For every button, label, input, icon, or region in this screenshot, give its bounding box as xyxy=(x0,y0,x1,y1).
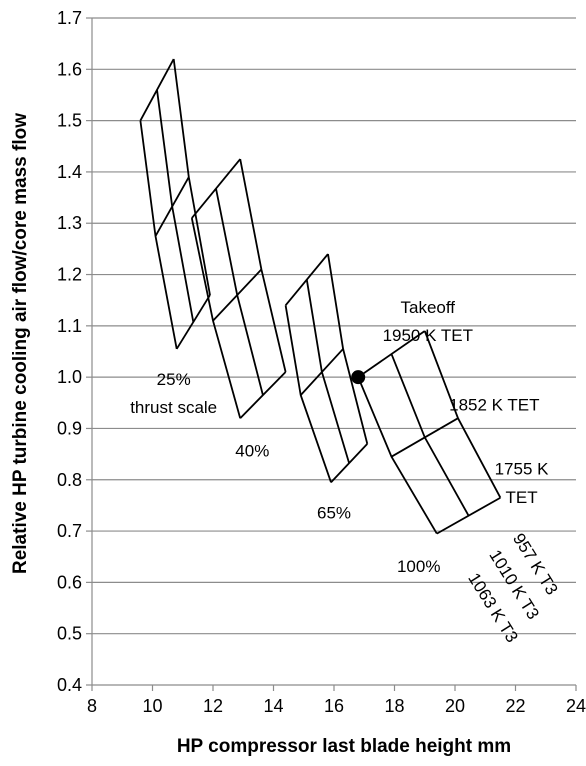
annotations: Takeoff 1950 K TET 1852 K TET 1755 K TET 25% t… xyxy=(130,298,561,646)
y-tick-label: 1.0 xyxy=(57,367,82,387)
annotation-thrust65: 65% xyxy=(317,503,351,522)
carpet-row-line xyxy=(284,253,329,306)
carpet-col-line xyxy=(284,305,332,483)
carpet-col-line xyxy=(357,376,438,535)
x-tick-label: 18 xyxy=(384,696,404,716)
annotation-thrust100: 100% xyxy=(397,557,440,576)
x-tick-label: 10 xyxy=(142,696,162,716)
carpet-plots xyxy=(139,58,502,535)
annotation-thrust40: 40% xyxy=(235,442,269,461)
x-tick-label: 14 xyxy=(263,696,283,716)
y-tick-label: 0.4 xyxy=(57,675,82,695)
axes xyxy=(86,17,577,691)
carpet-col-line xyxy=(390,353,470,517)
annotation-thrust25: 25% xyxy=(157,370,191,389)
carpet-col-line xyxy=(305,279,350,464)
y-tick-label: 0.9 xyxy=(57,418,82,438)
takeoff-design-point xyxy=(351,370,366,385)
carpet-65pct xyxy=(284,253,369,483)
y-tick-label: 0.8 xyxy=(57,470,82,490)
y-tick-label: 1.4 xyxy=(57,162,82,182)
tick-labels: 0.4 0.5 0.6 0.7 0.8 0.9 1.0 1.1 1.2 1.3 1.4 1.5 1.6 1… xyxy=(57,8,586,716)
carpet-col-line xyxy=(156,89,195,323)
gridlines xyxy=(92,17,576,635)
carpet-col-line xyxy=(327,253,369,445)
carpet-row-line xyxy=(330,443,368,483)
carpet-row-line xyxy=(357,330,426,378)
carpet-row-line xyxy=(175,294,211,350)
x-axis-title: HP compressor last blade height mm xyxy=(177,736,511,757)
annotation-tet1950: 1950 K TET xyxy=(383,326,473,345)
carpet-col-line xyxy=(239,158,287,373)
y-tick-label: 0.6 xyxy=(57,572,82,592)
carpet-col-line xyxy=(190,217,242,419)
x-tick-label: 20 xyxy=(445,696,465,716)
x-tick-label: 22 xyxy=(505,696,525,716)
x-tick-label: 24 xyxy=(566,696,586,716)
carpet-col-line xyxy=(172,58,211,296)
y-tick-label: 1.3 xyxy=(57,213,82,233)
y-axis-title: Relative HP turbine cooling air flow/cor… xyxy=(10,113,31,574)
x-tick-label: 16 xyxy=(324,696,344,716)
y-tick-label: 1.2 xyxy=(57,265,82,285)
y-tick-label: 1.7 xyxy=(57,8,82,28)
carpet-col-line xyxy=(215,188,264,396)
x-tick-label: 8 xyxy=(87,696,97,716)
annotation-tet1755a: 1755 K xyxy=(495,460,550,479)
carpet-col-line xyxy=(139,120,178,350)
carpet-40pct xyxy=(190,158,287,419)
carpet-row-line xyxy=(239,371,287,419)
annotation-thrustscale: thrust scale xyxy=(130,398,217,417)
carpet-col-line xyxy=(423,330,502,499)
annotation-tet1755b: TET xyxy=(505,488,537,507)
y-tick-label: 0.5 xyxy=(57,624,82,644)
y-tick-label: 1.1 xyxy=(57,316,82,336)
y-tick-label: 0.7 xyxy=(57,521,82,541)
carpet-100pct xyxy=(357,330,502,535)
annotation-takeoff: Takeoff xyxy=(401,298,456,317)
annotation-tet1852: 1852 K TET xyxy=(449,396,539,415)
carpet-25pct xyxy=(139,58,211,350)
y-tick-label: 1.5 xyxy=(57,111,82,131)
x-tick-label: 12 xyxy=(203,696,223,716)
y-tick-label: 1.6 xyxy=(57,59,82,79)
